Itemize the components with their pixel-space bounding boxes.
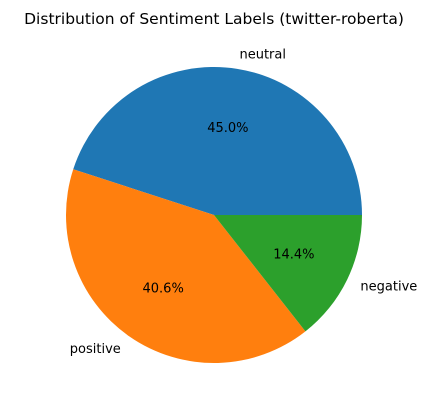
pie-slice-negative xyxy=(214,215,362,332)
pie-slice-neutral xyxy=(73,66,363,216)
slice-label-positive: positive xyxy=(70,342,121,357)
pie-slice-positive xyxy=(65,169,306,363)
pie-labels: neutral 45.0% positive 40.6% negative 14.4% xyxy=(70,48,417,357)
slice-percent-neutral: 45.0% xyxy=(207,121,248,136)
slice-label-negative: negative xyxy=(360,280,417,295)
chart-title: Distribution of Sentiment Labels (twitte… xyxy=(24,10,404,28)
slice-label-neutral: neutral xyxy=(239,48,286,63)
pie-slices xyxy=(65,66,363,363)
slice-percent-positive: 40.6% xyxy=(143,281,184,296)
slice-percent-negative: 14.4% xyxy=(273,247,314,262)
